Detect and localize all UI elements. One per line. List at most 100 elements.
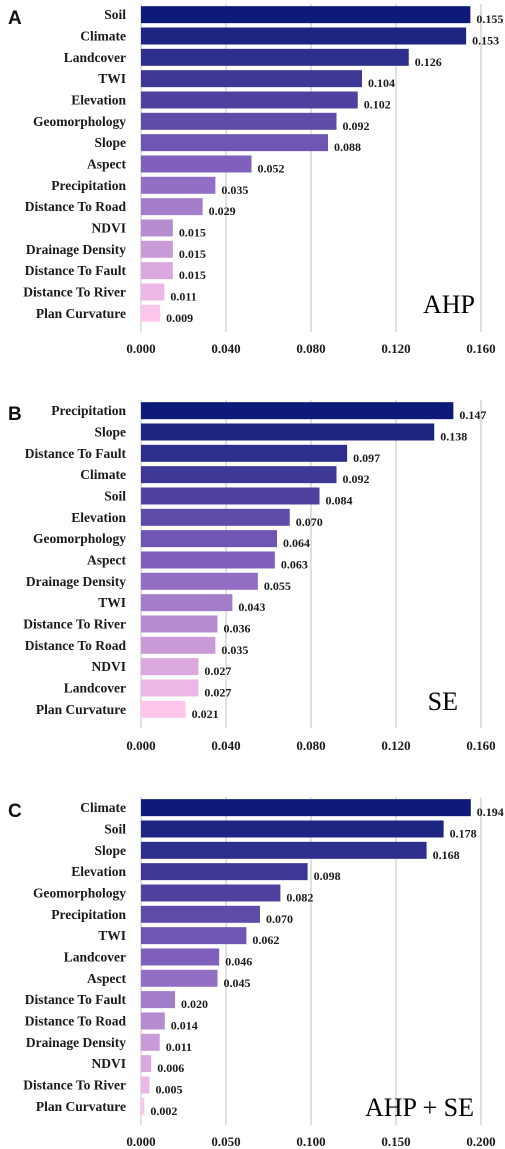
bar-distance-to-fault <box>141 444 348 462</box>
category-label: Plan Curvature <box>36 1099 126 1114</box>
category-label: Slope <box>94 424 126 439</box>
value-label: 0.082 <box>286 890 313 904</box>
bar-precipitation <box>141 402 454 420</box>
category-label: Slope <box>94 843 126 858</box>
value-label: 0.015 <box>179 268 206 282</box>
bar-elevation <box>141 863 308 881</box>
bar-elevation <box>141 508 290 526</box>
category-label: Distance To River <box>23 284 126 299</box>
category-label: Distance To River <box>23 1077 126 1092</box>
category-label: Distance To River <box>23 616 126 631</box>
category-label: Climate <box>80 28 126 43</box>
category-label: Precipitation <box>51 403 126 418</box>
category-label: NDVI <box>91 220 126 235</box>
value-label: 0.045 <box>224 976 251 990</box>
x-tick-label: 0.150 <box>381 1134 410 1149</box>
value-label: 0.005 <box>156 1082 183 1096</box>
bar-distance-to-river <box>141 615 218 633</box>
value-label: 0.027 <box>204 685 231 699</box>
bar-slope <box>141 841 427 859</box>
panel-a: Soil 0.155 Climate 0.153 Landcover 0.126 TWI 0.… <box>8 4 503 356</box>
x-tick-label: 0.000 <box>126 341 155 356</box>
value-label: 0.098 <box>314 869 341 883</box>
value-label: 0.002 <box>150 1104 177 1118</box>
value-label: 0.035 <box>221 643 248 657</box>
category-label: Soil <box>104 488 126 503</box>
category-label: Plan Curvature <box>36 306 126 321</box>
x-tick-label: 0.100 <box>296 1134 325 1149</box>
bar-plan-curvature <box>141 1097 145 1115</box>
category-label: TWI <box>98 71 126 86</box>
category-label: Distance To Road <box>25 199 127 214</box>
bar-plan-curvature <box>141 304 161 322</box>
value-label: 0.020 <box>181 997 208 1011</box>
bar-climate <box>141 466 337 484</box>
value-label: 0.011 <box>170 289 196 303</box>
category-label: Elevation <box>71 510 126 525</box>
category-label: NDVI <box>91 659 126 674</box>
value-label: 0.043 <box>238 600 265 614</box>
panel-letter: B <box>8 404 22 425</box>
bar-aspect <box>141 969 218 987</box>
value-label: 0.062 <box>252 933 279 947</box>
bar-twi <box>141 70 362 88</box>
bar-landcover <box>141 48 409 66</box>
panel-b: Precipitation 0.147 Slope 0.138 Distance To … <box>8 400 496 753</box>
bar-ndvi <box>141 219 173 237</box>
bar-landcover <box>141 948 220 966</box>
value-label: 0.092 <box>343 119 370 133</box>
value-label: 0.052 <box>258 161 285 175</box>
category-label: NDVI <box>91 1056 126 1071</box>
bar-aspect <box>141 155 252 173</box>
category-label: TWI <box>98 595 126 610</box>
bar-geomorphology <box>141 530 277 548</box>
x-tick-label: 0.000 <box>126 1134 155 1149</box>
category-label: Precipitation <box>51 178 126 193</box>
method-label: SE <box>428 687 458 716</box>
method-label: AHP + SE <box>365 1093 474 1122</box>
value-label: 0.070 <box>266 912 293 926</box>
category-label: Landcover <box>64 50 126 65</box>
panel-c: Climate 0.194 Soil 0.178 Slope 0.168 Elevation… <box>8 797 504 1149</box>
category-label: Distance To Fault <box>25 992 127 1007</box>
value-label: 0.036 <box>224 621 251 635</box>
category-label: Distance To Fault <box>25 446 127 461</box>
bar-soil <box>141 820 444 838</box>
category-label: Plan Curvature <box>36 702 126 717</box>
category-label: Elevation <box>71 92 126 107</box>
x-tick-label: 0.040 <box>211 738 240 753</box>
bar-slope <box>141 423 435 441</box>
value-label: 0.147 <box>459 408 486 422</box>
bar-distance-to-road <box>141 636 216 654</box>
value-label: 0.104 <box>368 76 395 90</box>
value-label: 0.092 <box>343 472 370 486</box>
value-label: 0.155 <box>476 12 503 26</box>
value-label: 0.168 <box>433 848 460 862</box>
x-tick-label: 0.120 <box>381 738 410 753</box>
category-label: Soil <box>104 821 126 836</box>
value-label: 0.011 <box>166 1040 192 1054</box>
category-label: Drainage Density <box>26 1035 126 1050</box>
category-label: Climate <box>80 467 126 482</box>
value-label: 0.027 <box>204 664 231 678</box>
value-label: 0.046 <box>225 954 252 968</box>
category-label: TWI <box>98 928 126 943</box>
value-label: 0.194 <box>477 805 504 819</box>
category-label: Landcover <box>64 949 126 964</box>
category-label: Aspect <box>87 971 126 986</box>
value-label: 0.035 <box>221 183 248 197</box>
bar-precipitation <box>141 176 216 194</box>
bar-slope <box>141 134 328 152</box>
bar-elevation <box>141 91 358 109</box>
bar-distance-to-fault <box>141 262 173 280</box>
value-label: 0.055 <box>264 579 291 593</box>
bar-soil <box>141 487 320 505</box>
bar-distance-to-fault <box>141 991 175 1009</box>
value-label: 0.009 <box>166 311 193 325</box>
category-label: Slope <box>94 135 126 150</box>
value-label: 0.102 <box>364 97 391 111</box>
category-label: Elevation <box>71 864 126 879</box>
value-label: 0.015 <box>179 225 206 239</box>
bar-drainage-density <box>141 1033 160 1051</box>
